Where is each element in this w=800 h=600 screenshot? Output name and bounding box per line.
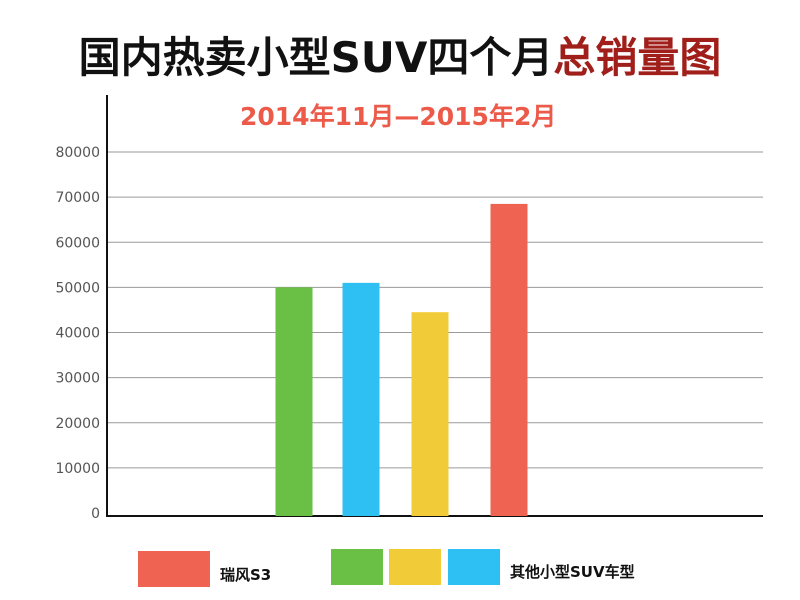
- legend-swatch: [389, 549, 441, 585]
- y-tick-label: 70000: [55, 190, 100, 206]
- y-tick-label: 50000: [55, 280, 100, 296]
- chart-subtitle: 2014年11月—2015年2月: [240, 102, 557, 131]
- chart-title: 国内热卖小型SUV四个月总销量图: [0, 30, 800, 86]
- legend-swatch: [331, 549, 383, 585]
- chart-title-highlight: 总销量图: [553, 33, 722, 82]
- y-tick-label: 0: [91, 506, 100, 522]
- y-tick-label: 60000: [55, 235, 100, 251]
- legend-label: 瑞风S3: [220, 566, 272, 584]
- bar: [275, 287, 313, 516]
- y-tick-label: 80000: [55, 145, 100, 161]
- bar: [342, 282, 380, 516]
- bar: [411, 312, 449, 516]
- y-tick-label: 30000: [55, 371, 100, 387]
- legend-swatch: [138, 551, 210, 587]
- legend-swatch: [448, 549, 500, 585]
- y-tick-label: 10000: [55, 461, 100, 477]
- y-tick-label: 20000: [55, 416, 100, 432]
- chart-title-main: 国内热卖小型SUV四个月: [78, 33, 554, 82]
- legend-label: 其他小型SUV车型: [510, 563, 635, 581]
- y-tick-label: 40000: [55, 326, 100, 342]
- bar: [490, 203, 528, 517]
